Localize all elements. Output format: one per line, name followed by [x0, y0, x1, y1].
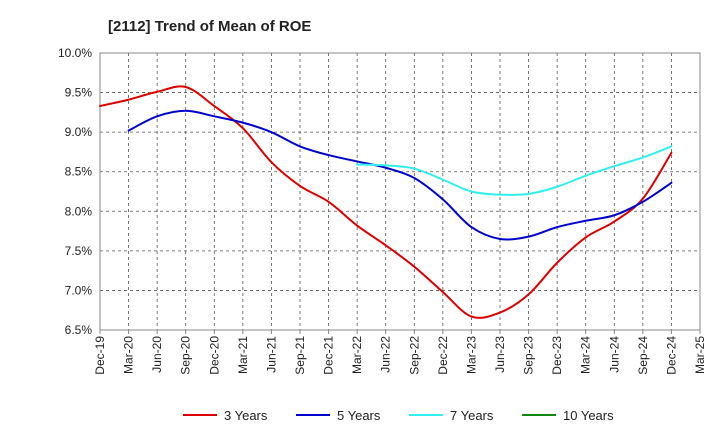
series-7-years — [356, 145, 673, 196]
y-tick-label: 9.0% — [65, 125, 93, 139]
legend-label-7-years: 7 Years — [450, 408, 494, 423]
series-3-years — [99, 85, 673, 319]
y-tick-label: 8.0% — [65, 204, 93, 218]
x-tick-label: Dec-19 — [93, 336, 107, 375]
y-tick-label: 8.5% — [65, 165, 93, 179]
series-lines — [99, 85, 673, 319]
legend-label-3-years: 3 Years — [224, 408, 268, 423]
series-5-years — [127, 109, 673, 241]
x-tick-label: Jun-22 — [379, 336, 393, 373]
chart-title: [2112] Trend of Mean of ROE — [108, 18, 311, 35]
series-line-7-years — [356, 145, 673, 196]
y-tick-label: 10.0% — [58, 46, 92, 60]
x-tick-label: Mar-20 — [122, 336, 136, 374]
x-tick-label: Mar-24 — [579, 336, 593, 374]
x-tick-label: Mar-25 — [693, 336, 707, 374]
x-tick-label: Sep-23 — [522, 336, 536, 375]
y-tick-label: 7.5% — [65, 244, 93, 258]
x-axis-ticks: Dec-19 Mar-20 Jun-20 Sep-20 Dec-20 Mar-21 Jun-… — [93, 330, 707, 375]
x-tick-label: Dec-23 — [550, 336, 564, 375]
plot-frame — [99, 52, 701, 331]
plot-border — [99, 52, 701, 331]
x-tick-label: Dec-21 — [322, 336, 336, 375]
y-axis-ticks: 6.5% 7.0% 7.5% 8.0% 8.5% 9.0% 9.5% 10.0% — [58, 46, 92, 337]
x-tick-label: Sep-21 — [293, 336, 307, 375]
x-tick-label: Mar-21 — [236, 336, 250, 374]
x-tick-label: Dec-20 — [207, 336, 221, 375]
grid-lines — [100, 52, 700, 330]
x-tick-label: Dec-24 — [664, 336, 678, 375]
y-tick-label: 9.5% — [65, 86, 93, 100]
x-tick-label: Sep-24 — [636, 336, 650, 375]
y-tick-label: 6.5% — [65, 323, 93, 337]
x-tick-label: Mar-23 — [464, 336, 478, 374]
series-line-3-years — [99, 85, 673, 319]
x-tick-label: Jun-23 — [493, 336, 507, 373]
series-line-5-years — [127, 109, 673, 241]
x-tick-label: Jun-21 — [264, 336, 278, 373]
x-tick-label: Jun-24 — [607, 336, 621, 373]
legend: 3 Years 5 Years 7 Years 10 Years — [183, 408, 614, 423]
x-tick-label: Dec-22 — [436, 336, 450, 375]
x-tick-label: Jun-20 — [150, 336, 164, 373]
x-tick-label: Sep-20 — [179, 336, 193, 375]
legend-label-5-years: 5 Years — [337, 408, 381, 423]
y-tick-label: 7.0% — [65, 283, 93, 297]
x-tick-label: Mar-22 — [350, 336, 364, 374]
x-tick-label: Sep-22 — [407, 336, 421, 375]
legend-label-10-years: 10 Years — [563, 408, 614, 423]
